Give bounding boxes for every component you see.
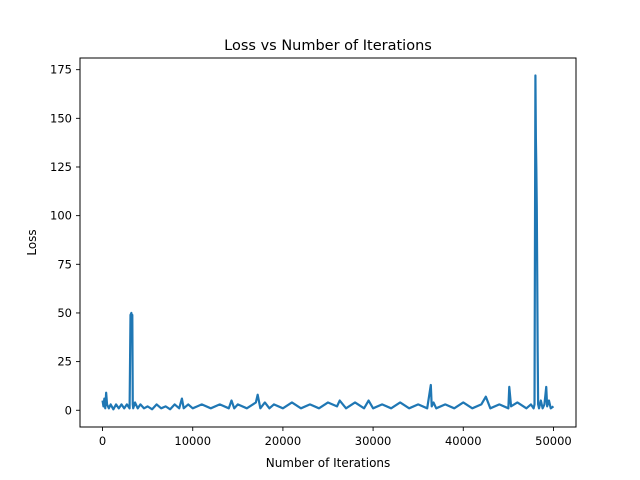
y-tick-label: 125 bbox=[50, 160, 72, 174]
y-tick-label: 75 bbox=[57, 257, 72, 271]
y-tick-label: 175 bbox=[50, 63, 72, 77]
x-tick-label: 10000 bbox=[174, 434, 211, 448]
x-tick-label: 50000 bbox=[535, 434, 572, 448]
axes-frame bbox=[79, 57, 577, 428]
series-line-0 bbox=[101, 74, 555, 411]
y-axis-label: Loss bbox=[25, 229, 39, 255]
y-tick-label: 100 bbox=[50, 209, 72, 223]
y-tick-label: 50 bbox=[57, 306, 72, 320]
x-tick-label: 30000 bbox=[355, 434, 392, 448]
y-tick-label: 150 bbox=[50, 111, 72, 125]
x-axis: 0 10000 20000 30000 40000 50000 bbox=[99, 427, 572, 448]
x-axis-label: Number of Iterations bbox=[266, 456, 391, 470]
chart-title: Loss vs Number of Iterations bbox=[224, 38, 432, 54]
y-tick-label: 25 bbox=[57, 355, 72, 369]
axes-background bbox=[80, 58, 576, 427]
x-tick-label: 0 bbox=[99, 434, 106, 448]
x-tick-label: 40000 bbox=[445, 434, 482, 448]
plot-area bbox=[79, 57, 577, 428]
x-tick-label: 20000 bbox=[265, 434, 302, 448]
y-axis: 0 25 50 75 100 125 150 175 bbox=[50, 63, 80, 417]
y-tick-label: 0 bbox=[65, 403, 72, 417]
